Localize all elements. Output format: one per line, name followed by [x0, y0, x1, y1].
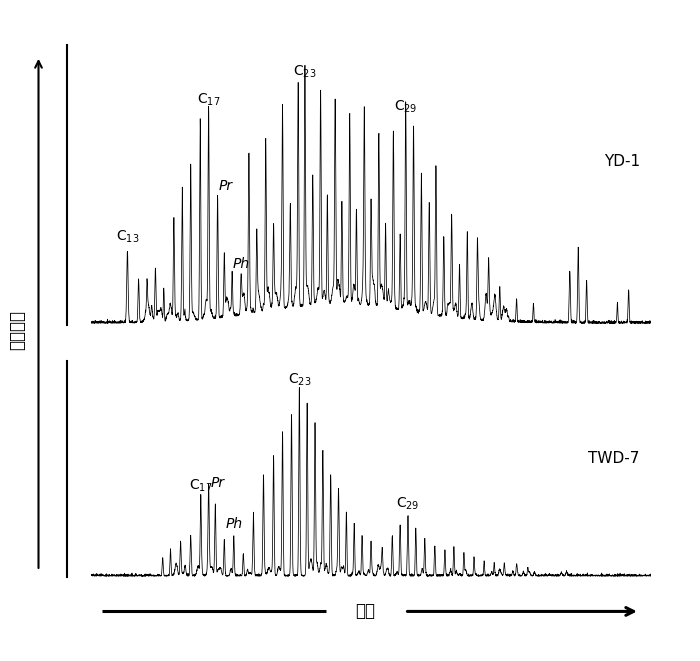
Text: Ph: Ph — [225, 516, 242, 531]
Text: C$_{13}$: C$_{13}$ — [116, 229, 139, 245]
Text: C$_{23}$: C$_{23}$ — [293, 63, 316, 80]
Text: TWD-7: TWD-7 — [589, 451, 640, 465]
Text: C$_{29}$: C$_{29}$ — [394, 99, 417, 115]
Text: 相对强度: 相对强度 — [8, 311, 27, 350]
Text: YD-1: YD-1 — [603, 154, 640, 169]
Text: Pr: Pr — [218, 179, 233, 194]
Text: 时间: 时间 — [356, 602, 375, 621]
Text: Pr: Pr — [210, 477, 225, 490]
Text: C$_{29}$: C$_{29}$ — [396, 496, 419, 512]
Text: Ph: Ph — [232, 257, 250, 272]
Text: C$_{17}$: C$_{17}$ — [189, 478, 213, 494]
Text: C$_{23}$: C$_{23}$ — [288, 371, 311, 388]
Text: C$_{17}$: C$_{17}$ — [197, 92, 220, 108]
